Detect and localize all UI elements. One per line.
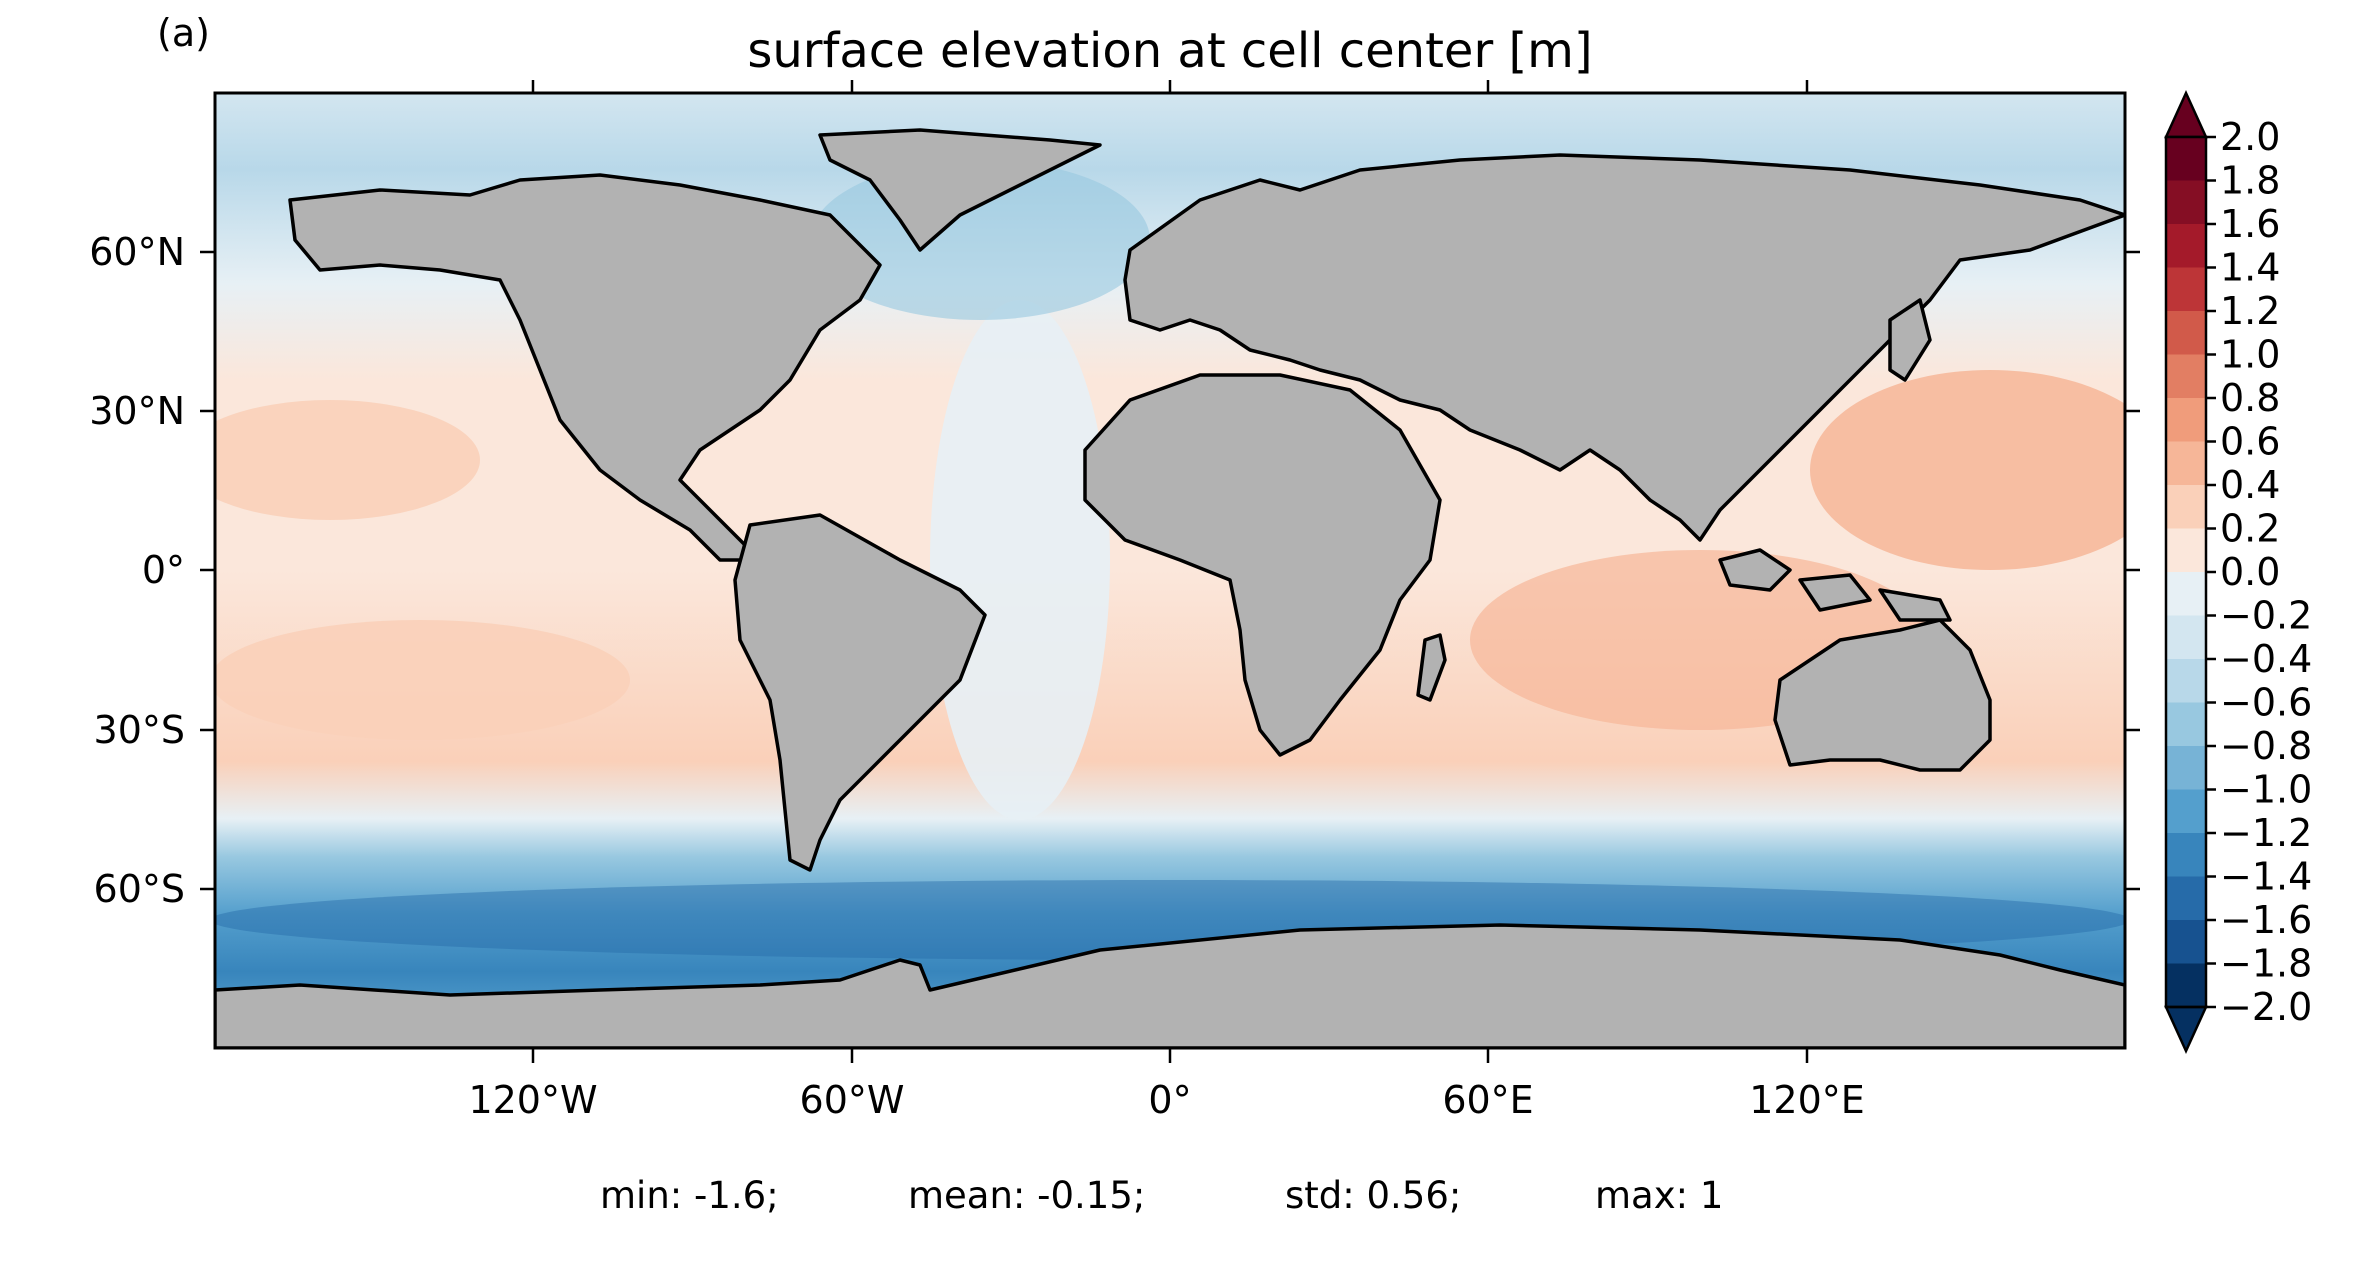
- colorbar-tick-label: −0.2: [2220, 594, 2312, 638]
- colorbar-tick-label: −0.4: [2220, 637, 2312, 681]
- colorbar-band: [2166, 702, 2206, 747]
- colorbar-tick-label: 1.6: [2220, 202, 2280, 246]
- colorbar-tick-label: −1.4: [2220, 855, 2312, 899]
- x-tick-120w: 120°W: [468, 1078, 597, 1122]
- australia-land: [1773, 618, 1992, 772]
- south-america-land: [733, 513, 987, 872]
- colorbar-tick-label: −1.2: [2220, 811, 2312, 855]
- colorbar-band: [2166, 920, 2206, 964]
- colorbar-tick-label: 0.0: [2220, 550, 2280, 594]
- colorbar-band: [2166, 180, 2206, 225]
- colorbar-tick-label: 1.2: [2220, 289, 2280, 333]
- y-tick-60n: 60°N: [89, 230, 185, 274]
- x-tick-0: 0°: [1148, 1078, 1191, 1122]
- colorbar-band: [2166, 224, 2206, 268]
- madagascar-land: [1416, 633, 1447, 702]
- colorbar-tick-label: 0.8: [2220, 376, 2280, 420]
- colorbar-tick-label: 0.4: [2220, 463, 2280, 507]
- south-pacific-warm-anomaly: [215, 620, 630, 740]
- colorbar-band: [2166, 485, 2206, 529]
- colorbar-band: [2166, 833, 2206, 877]
- colorbar-band: [2166, 267, 2206, 312]
- panel-label: (a): [157, 11, 210, 55]
- stats-max: max: 1: [1595, 1174, 1723, 1217]
- colorbar-tick-label: −1.0: [2220, 768, 2312, 812]
- colorbar-band: [2166, 876, 2206, 921]
- pacific-warm-anomaly: [1810, 370, 2125, 570]
- colorbar: 2.01.81.61.41.21.00.80.60.40.20.0−0.2−0.…: [2164, 89, 2312, 1055]
- colorbar-band: [2166, 354, 2206, 399]
- colorbar-tick-label: −1.6: [2220, 898, 2312, 942]
- y-tick-0: 0°: [142, 548, 185, 592]
- colorbar-band: [2166, 746, 2206, 790]
- colorbar-band: [2166, 398, 2206, 442]
- colorbar-band: [2166, 659, 2206, 703]
- y-tick-60s: 60°S: [94, 867, 185, 911]
- colorbar-tick-label: −1.8: [2220, 942, 2312, 986]
- africa-land: [1083, 373, 1442, 757]
- colorbar-tick-label: −2.0: [2220, 985, 2312, 1029]
- colorbar-band: [2166, 572, 2206, 616]
- y-tick-30s: 30°S: [94, 708, 185, 752]
- north-pacific-warm-anomaly: [215, 400, 480, 520]
- colorbar-band: [2166, 615, 2206, 660]
- stats-std: std: 0.56;: [1285, 1174, 1461, 1217]
- colorbar-extend-min: [2164, 1005, 2208, 1055]
- colorbar-band: [2166, 789, 2206, 834]
- colorbar-band: [2166, 528, 2206, 573]
- x-tick-120e: 120°E: [1749, 1078, 1865, 1122]
- y-tick-marks: [200, 250, 2140, 891]
- map-title: surface elevation at cell center [m]: [747, 23, 1592, 79]
- x-tick-60e: 60°E: [1442, 1078, 1533, 1122]
- x-tick-60w: 60°W: [800, 1078, 905, 1122]
- colorbar-band: [2166, 311, 2206, 355]
- southeast-asia-islands: [1718, 548, 1952, 622]
- y-tick-30n: 30°N: [89, 389, 185, 433]
- colorbar-band: [2166, 137, 2206, 181]
- colorbar-tick-label: 2.0: [2220, 115, 2280, 159]
- colorbar-tick-label: 1.4: [2220, 246, 2280, 290]
- map-plot-area: [215, 93, 2125, 1048]
- stats-min: min: -1.6;: [600, 1174, 779, 1217]
- japan-islands: [1888, 298, 1932, 382]
- x-tick-marks: [531, 80, 1809, 1063]
- greenland-land: [818, 128, 1102, 252]
- antarctica-land: [215, 923, 2125, 1048]
- north-america-land: [288, 173, 882, 562]
- colorbar-band: [2166, 963, 2206, 1008]
- eurasia-land: [1123, 153, 2125, 542]
- colorbar-tick-label: 1.0: [2220, 333, 2280, 377]
- colorbar-tick-label: −0.8: [2220, 724, 2312, 768]
- colorbar-tick-label: −0.6: [2220, 681, 2312, 725]
- colorbar-extend-max: [2164, 89, 2208, 139]
- stats-mean: mean: -0.15;: [908, 1174, 1145, 1217]
- colorbar-tick-label: 1.8: [2220, 159, 2280, 203]
- colorbar-tick-label: 0.2: [2220, 507, 2280, 551]
- colorbar-band: [2166, 441, 2206, 486]
- colorbar-tick-label: 0.6: [2220, 420, 2280, 464]
- atlantic-neutral-zone: [930, 300, 1110, 820]
